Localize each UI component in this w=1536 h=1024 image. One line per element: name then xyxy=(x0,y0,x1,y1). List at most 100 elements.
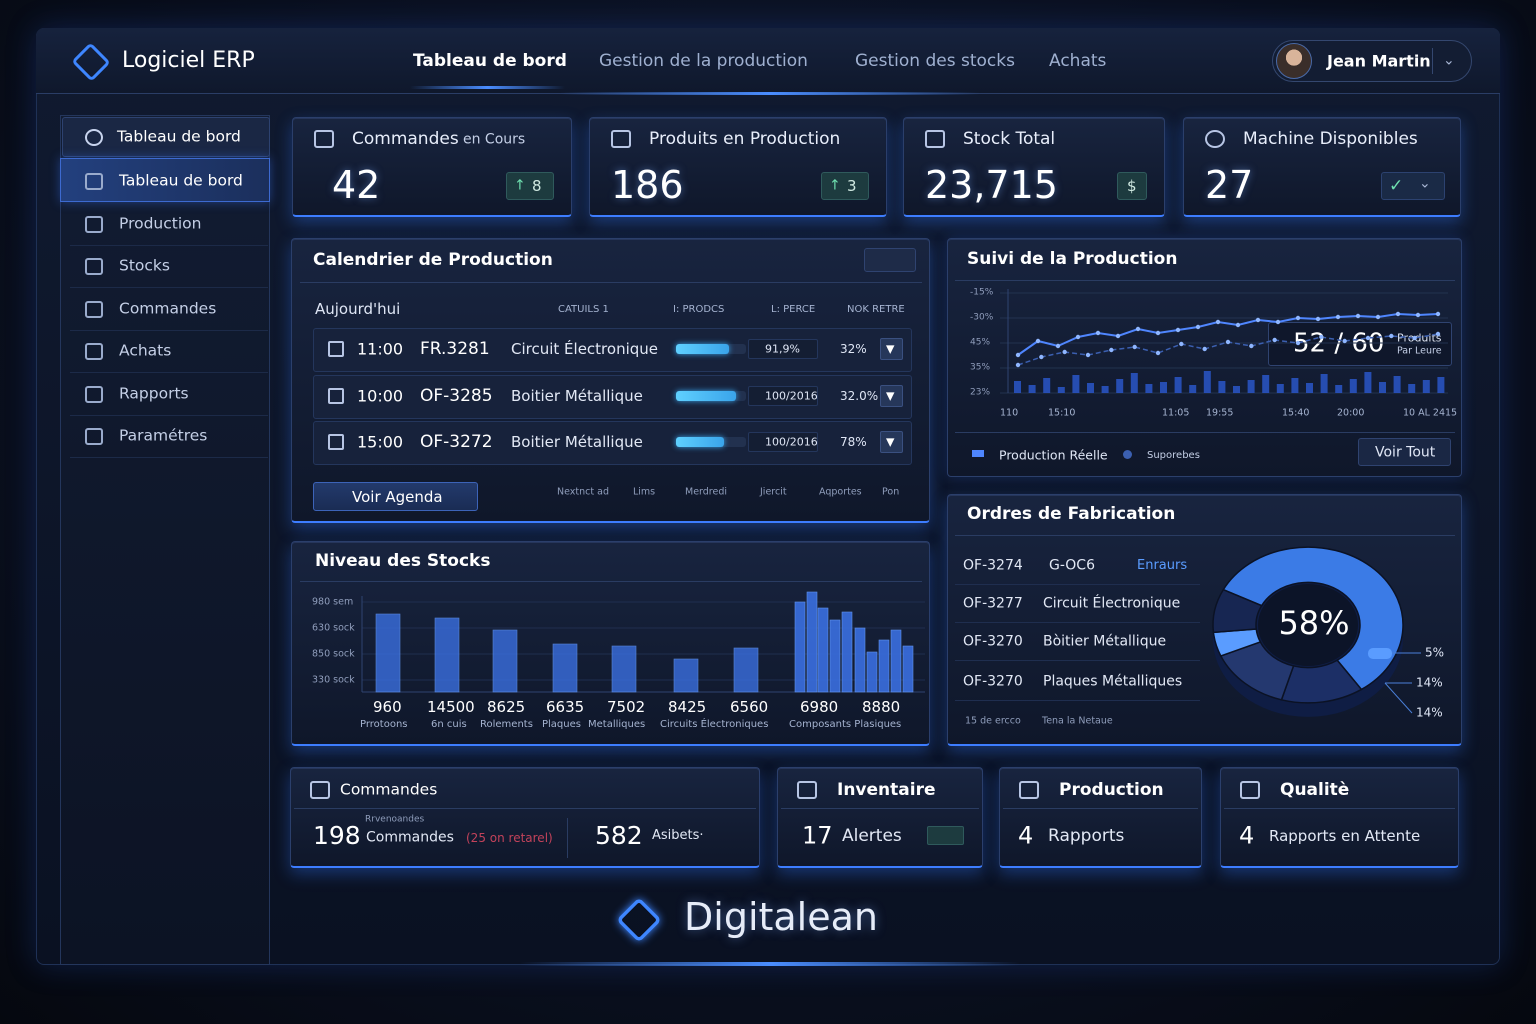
bar-value-label: 6560 xyxy=(730,698,769,716)
kpi-title-small: en Cours xyxy=(463,131,526,148)
calendar-footer-label: Jiercit xyxy=(760,486,787,498)
calendar-row-icon xyxy=(328,388,344,404)
sidebar-item[interactable]: Tableau de bord xyxy=(117,127,241,146)
progress-fill xyxy=(676,437,724,447)
orders-footer: 15 de ercco xyxy=(965,715,1021,727)
row-dropdown[interactable] xyxy=(880,338,903,360)
bottom-card-divider xyxy=(567,818,568,858)
calendar-button[interactable] xyxy=(313,482,478,511)
sidebar-icon xyxy=(85,129,103,146)
footer-brand: Digitalean xyxy=(684,895,878,940)
calendar-nav[interactable] xyxy=(864,248,916,272)
sidebar-item[interactable]: Commandes xyxy=(119,299,217,318)
bottom-card-count: 582 xyxy=(595,821,643,850)
kpi-card xyxy=(292,117,572,217)
bottom-card-title: Commandes xyxy=(340,780,438,799)
orders-cell: OF-3270 xyxy=(963,673,1023,690)
tracking-button-label[interactable]: Voir Tout xyxy=(1375,444,1436,461)
bottom-card-count: 4 xyxy=(1018,821,1034,850)
x-tick-label: 19:55 xyxy=(1206,407,1234,419)
calendar-button-label[interactable]: Voir Agenda xyxy=(352,488,443,506)
sidebar-item[interactable]: Achats xyxy=(119,341,172,360)
kpi-badge xyxy=(506,172,554,200)
sidebar-icon xyxy=(85,173,103,190)
bottom-card-unit: Commandes xyxy=(366,829,454,846)
top-glow xyxy=(560,92,980,95)
bar-value-label: 960 xyxy=(373,698,402,716)
kpi-badge-value: 8 xyxy=(532,177,542,195)
y-tick-label: -15% xyxy=(970,287,994,298)
legend-swatch xyxy=(972,450,984,457)
bottom-card-small: Rrvenoandes xyxy=(365,814,425,825)
orders-cell: Bòitier Métallique xyxy=(1043,633,1167,650)
calendar-pct: 32% xyxy=(840,341,867,356)
bar-value-label: 14500 xyxy=(427,698,475,716)
row-dropdown[interactable] xyxy=(880,385,903,407)
orders-cell: Enraurs xyxy=(1137,558,1188,574)
calendar-row-icon xyxy=(328,434,344,450)
calendar-time: 10:00 xyxy=(357,386,404,406)
orders-row-line xyxy=(955,700,1200,701)
calendar-footer-label: Pon xyxy=(882,486,900,498)
sidebar-icon xyxy=(85,216,103,233)
row-dropdown[interactable] xyxy=(880,431,903,453)
bottom-card-count: 17 xyxy=(802,821,833,850)
sidebar-item[interactable]: Stocks xyxy=(119,256,170,275)
orders-panel xyxy=(947,494,1462,746)
calendar-column: CATUILS 1 xyxy=(558,304,609,315)
x-tick-label: 20:00 xyxy=(1337,407,1365,419)
user-avatar xyxy=(1276,43,1312,79)
sidebar-separator xyxy=(70,372,268,373)
kpi-check: ✓ xyxy=(1389,175,1404,196)
calendar-time: 15:00 xyxy=(357,432,404,452)
bar-category-label: Circuits Électroniques xyxy=(660,719,769,730)
sidebar-item[interactable]: Paramétres xyxy=(119,426,208,445)
calendar-footer-label: Merdredi xyxy=(685,486,728,498)
bar-value-label: 8880 xyxy=(862,698,901,716)
kpi-badge-value: 3 xyxy=(847,177,857,195)
tracking-button[interactable] xyxy=(1358,438,1451,466)
sidebar xyxy=(60,115,270,965)
y-tick-label: -30% xyxy=(970,312,994,323)
sidebar-icon xyxy=(85,428,103,445)
y-tick-label: 850 sock xyxy=(312,648,355,660)
orders-row-line xyxy=(955,584,1200,585)
bar-value-label: 6635 xyxy=(546,698,585,716)
bottom-card-icon xyxy=(310,781,330,799)
kpi-badge xyxy=(821,172,869,200)
nav-item[interactable]: Achats xyxy=(1049,50,1107,71)
nav-item[interactable]: Gestion de la production xyxy=(599,50,808,71)
y-tick-label: 45% xyxy=(970,337,991,348)
kpi-icon xyxy=(611,130,631,148)
progress-fill xyxy=(676,391,736,401)
bottom-card-unit: Rapports xyxy=(1048,825,1125,846)
orders-cell: Circuit Électronique xyxy=(1043,595,1181,612)
tracking-summary-label: Par Leure xyxy=(1397,345,1442,357)
bottom-card-line xyxy=(1224,808,1455,809)
y-tick-label: 330 sock xyxy=(312,674,355,686)
sidebar-item[interactable]: Tableau de bord xyxy=(119,171,243,190)
bottom-card xyxy=(999,767,1202,868)
kpi-value: 27 xyxy=(1205,163,1254,208)
calendar-order: FR.3281 xyxy=(420,338,490,359)
legend-label: Suporebes xyxy=(1147,450,1200,461)
progress-label-box xyxy=(748,386,818,406)
sidebar-separator xyxy=(70,245,268,246)
sidebar-item[interactable]: Rapports xyxy=(119,384,189,403)
calendar-product: Circuit Électronique xyxy=(511,340,658,358)
sidebar-separator xyxy=(70,415,268,416)
x-tick-label: 15:10 xyxy=(1048,407,1076,419)
nav-item[interactable]: Tableau de bord xyxy=(413,50,567,71)
bottom-card-line xyxy=(294,808,756,809)
orders-cell: G-OC6 xyxy=(1049,557,1095,574)
sidebar-item[interactable]: Production xyxy=(119,214,202,233)
orders-row-line xyxy=(955,660,1200,661)
bottom-card xyxy=(290,767,760,868)
top-bar xyxy=(36,28,1500,94)
progress-label: 100/2016 xyxy=(765,389,818,403)
sidebar-icon xyxy=(85,301,103,318)
nav-item[interactable]: Gestion des stocks xyxy=(855,50,1015,71)
bar-value-label: 6980 xyxy=(800,698,839,716)
x-tick-label: 11:05 xyxy=(1162,407,1190,419)
user-chevron: ⌄ xyxy=(1443,52,1455,69)
